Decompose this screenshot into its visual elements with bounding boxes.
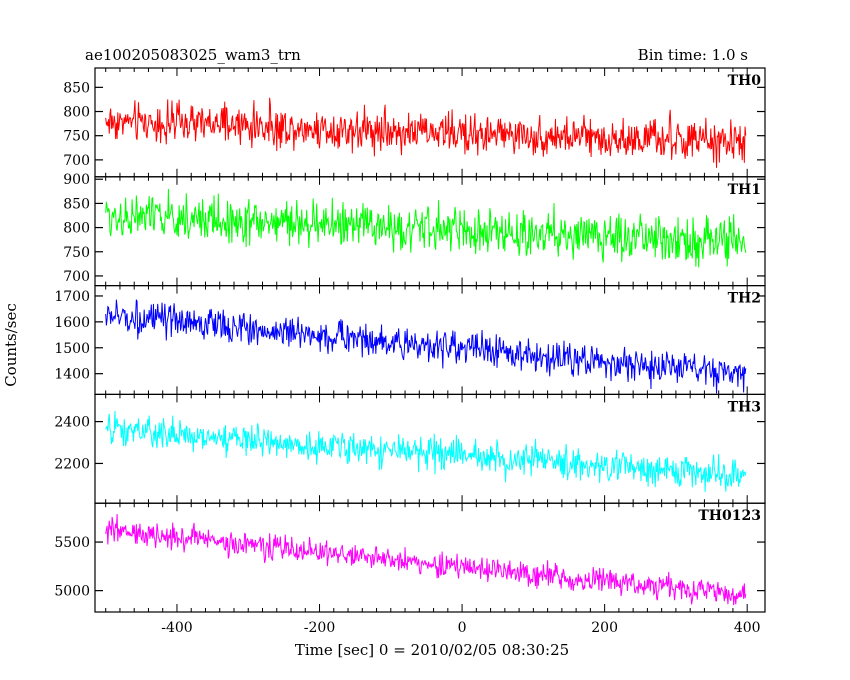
- series-line-th3: [105, 410, 747, 493]
- x-axis-label: Time [sec] 0 = 2010/02/05 08:30:25: [295, 641, 569, 659]
- y-tick-label: 800: [63, 105, 90, 121]
- chart-title: ae100205083025_wam3_trn: [85, 46, 301, 64]
- x-tick-label: 0: [458, 620, 467, 636]
- x-tick-label: -200: [304, 620, 335, 636]
- series-line-th0123: [105, 513, 747, 606]
- bin-time-label: Bin time: 1.0 s: [638, 46, 748, 64]
- panel-label-th0123: TH0123: [698, 508, 761, 524]
- y-tick-label: 850: [63, 80, 90, 96]
- x-tick-label: 200: [591, 620, 618, 636]
- series-line-th1: [105, 188, 747, 268]
- y-tick-label: 750: [63, 245, 90, 261]
- y-tick-label: 5000: [54, 584, 90, 600]
- y-tick-label: 1400: [54, 367, 90, 383]
- y-tick-label: 800: [63, 221, 90, 237]
- y-tick-label: 900: [63, 172, 90, 188]
- panel-frame-th0123: [94, 502, 766, 613]
- y-tick-label: 750: [63, 129, 90, 145]
- panel-label-th2: TH2: [728, 291, 761, 307]
- y-tick-label: 700: [63, 153, 90, 169]
- y-tick-label: 1700: [54, 289, 90, 305]
- panel-frame-th0: [94, 67, 766, 178]
- series-line-th0: [105, 97, 747, 168]
- y-tick-label: 2400: [54, 415, 90, 431]
- series-line-th2: [105, 299, 747, 394]
- y-tick-label: 1600: [54, 315, 90, 331]
- panels-group: 700 750 800 850 TH0 700 750 800 850 900 TH1 1400 150…: [54, 67, 766, 636]
- y-tick-label: 850: [63, 196, 90, 212]
- panel-label-th1: TH1: [728, 182, 761, 198]
- x-tick-label: -400: [161, 620, 192, 636]
- y-axis-label: Counts/sec: [2, 303, 20, 387]
- y-tick-label: 1500: [54, 341, 90, 357]
- y-tick-label: 2200: [54, 456, 90, 472]
- panel-label-th0: TH0: [728, 73, 762, 89]
- y-tick-label: 5500: [54, 535, 90, 551]
- panel-label-th3: TH3: [728, 399, 761, 415]
- y-tick-label: 700: [63, 269, 90, 285]
- x-tick-label: 400: [734, 620, 761, 636]
